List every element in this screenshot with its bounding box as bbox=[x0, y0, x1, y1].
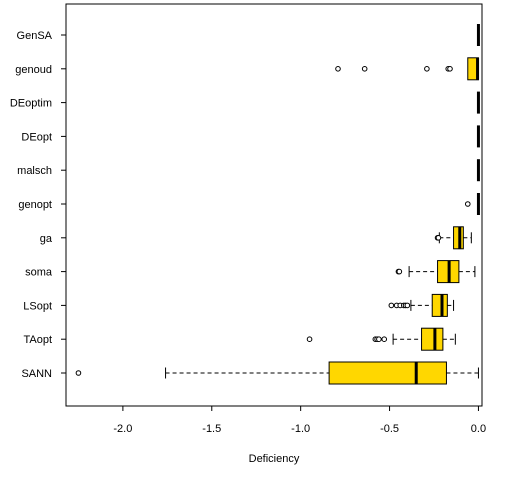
x-axis-label: Deficiency bbox=[249, 453, 300, 465]
y-tick-label: ga bbox=[40, 233, 53, 245]
outlier-point bbox=[404, 302, 411, 309]
y-tick-label: genoud bbox=[15, 64, 52, 76]
outlier-point bbox=[464, 201, 471, 207]
outlier-point bbox=[396, 268, 403, 275]
y-tick-label: DEopt bbox=[21, 131, 52, 143]
outlier-point bbox=[424, 66, 430, 72]
box-iqr bbox=[421, 327, 444, 351]
y-tick-label: SANN bbox=[21, 368, 52, 380]
outlier-point bbox=[376, 336, 382, 343]
outlier-point bbox=[447, 66, 453, 72]
outlier-point bbox=[361, 66, 368, 72]
y-tick-label: malsch bbox=[17, 165, 52, 177]
y-tick-label: GenSA bbox=[17, 30, 53, 42]
box-soma bbox=[395, 260, 476, 284]
y-tick-label: DEoptim bbox=[10, 98, 52, 110]
y-axis: GenSA genoud DEoptim DEopt malsch genopt ga som… bbox=[10, 30, 66, 380]
outlier-point bbox=[75, 370, 82, 376]
box-SANN bbox=[75, 361, 479, 385]
box-TAopt bbox=[306, 327, 456, 351]
y-tick-label: genopt bbox=[18, 199, 52, 211]
x-tick-label: -0.5 bbox=[380, 423, 399, 435]
box-iqr bbox=[431, 293, 448, 317]
x-axis: -2.0 -1.5 -1.0 -0.5 0.0 bbox=[113, 406, 486, 435]
y-tick-label: TAopt bbox=[23, 334, 52, 346]
box-LSopt bbox=[388, 293, 455, 317]
x-tick-label: -2.0 bbox=[113, 423, 132, 435]
box-genoud bbox=[335, 57, 480, 81]
y-tick-label: soma bbox=[25, 267, 53, 279]
y-tick-label: LSopt bbox=[23, 300, 52, 312]
plot-area bbox=[65, 3, 483, 407]
x-tick-label: -1.0 bbox=[291, 423, 310, 435]
x-tick-label: 0.0 bbox=[471, 423, 486, 435]
x-tick-label: -1.5 bbox=[202, 423, 221, 435]
outlier-point bbox=[435, 235, 442, 241]
box-ga bbox=[434, 226, 472, 250]
plot-frame bbox=[65, 3, 483, 407]
outlier-point bbox=[306, 336, 313, 343]
box-genopt bbox=[464, 193, 480, 215]
box-iqr bbox=[328, 361, 447, 385]
outlier-point bbox=[381, 336, 388, 343]
outlier-point bbox=[335, 66, 341, 72]
outlier-point bbox=[388, 302, 395, 309]
